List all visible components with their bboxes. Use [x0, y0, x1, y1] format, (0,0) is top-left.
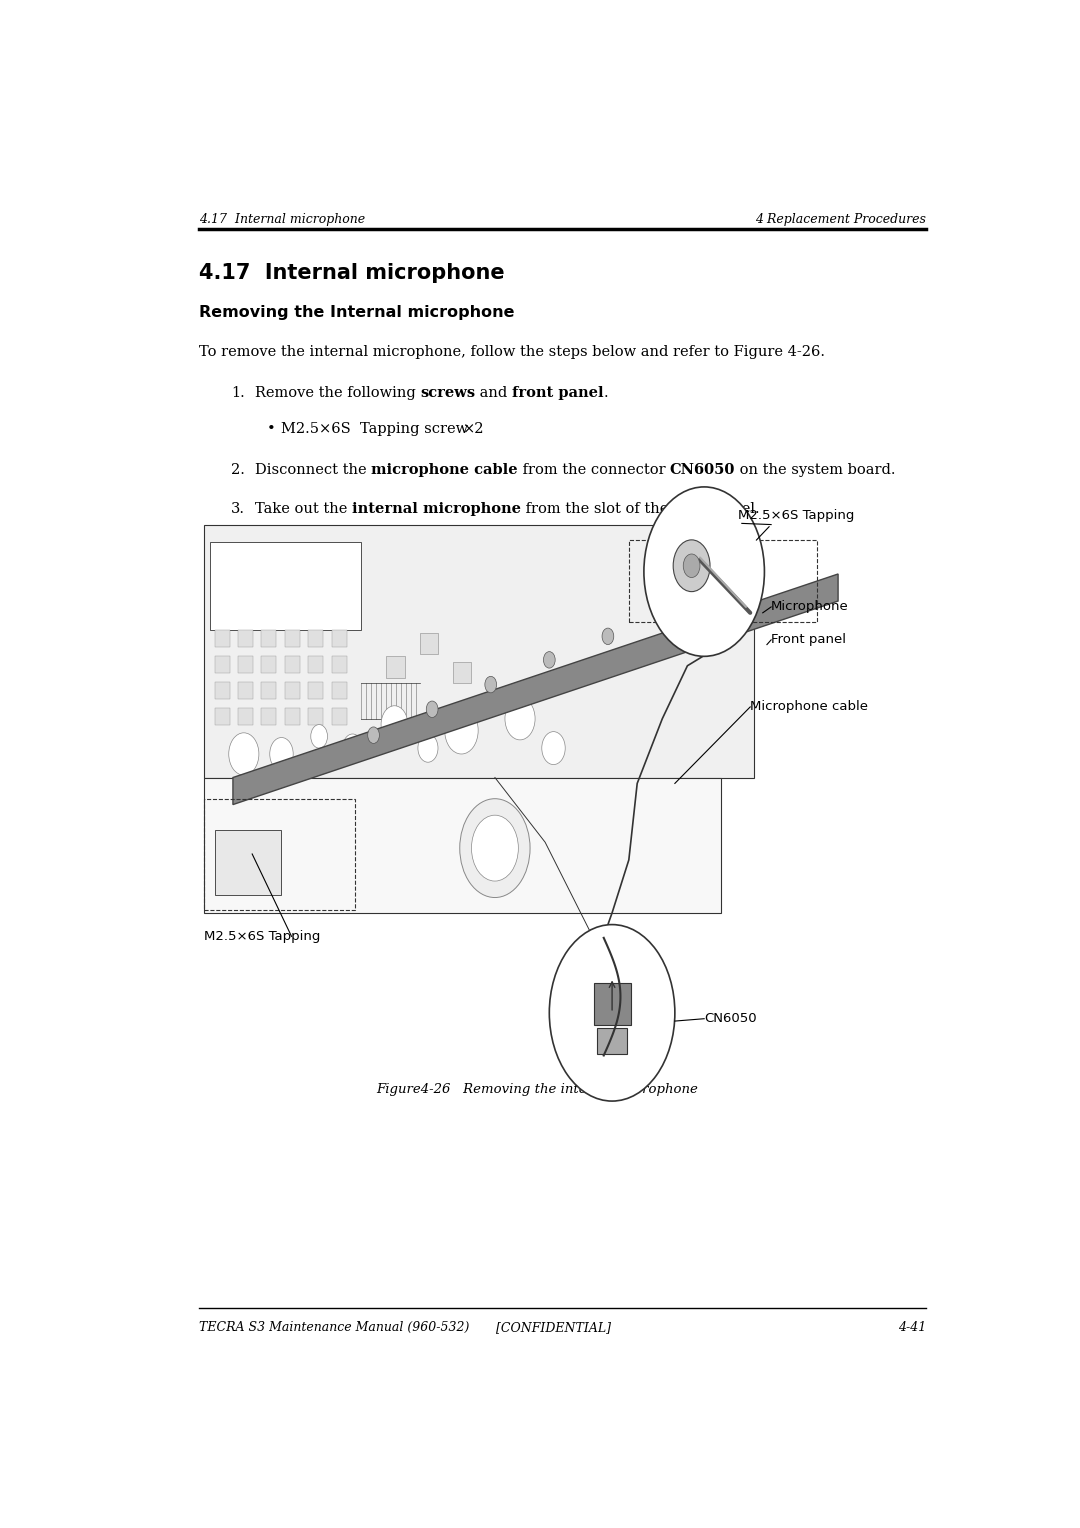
Text: 4-41: 4-41: [897, 1322, 926, 1334]
Text: 2.: 2.: [231, 463, 245, 477]
Bar: [215, 830, 282, 895]
Circle shape: [445, 707, 478, 753]
Text: TECRA S3 Maintenance Manual (960-532): TECRA S3 Maintenance Manual (960-532): [200, 1322, 470, 1334]
Text: Front panel: Front panel: [771, 634, 846, 646]
Circle shape: [542, 732, 565, 764]
Text: CN6050: CN6050: [704, 1012, 757, 1025]
Circle shape: [367, 727, 379, 744]
Text: 4 Replacement Procedures: 4 Replacement Procedures: [755, 212, 926, 226]
Text: CN6050: CN6050: [670, 463, 735, 477]
Bar: [261, 681, 276, 698]
Bar: [261, 631, 276, 646]
Text: front panel: front panel: [512, 385, 604, 400]
Bar: [332, 657, 347, 672]
Text: and: and: [475, 385, 512, 400]
Text: from the slot of the front panel.: from the slot of the front panel.: [521, 503, 759, 516]
Circle shape: [472, 814, 518, 882]
Text: screws: screws: [420, 385, 475, 400]
Text: Figure4-26   Removing the internal microphone: Figure4-26 Removing the internal microph…: [376, 1083, 698, 1097]
Text: from the connector: from the connector: [517, 463, 670, 477]
Bar: [420, 633, 438, 654]
Bar: [332, 631, 347, 646]
Circle shape: [550, 924, 675, 1102]
Text: 1.: 1.: [231, 385, 245, 400]
Text: M2.5×6S Tapping: M2.5×6S Tapping: [738, 509, 854, 523]
Bar: [238, 681, 253, 698]
Polygon shape: [204, 524, 754, 778]
Bar: [285, 631, 300, 646]
Circle shape: [342, 733, 363, 762]
Bar: [332, 681, 347, 698]
Circle shape: [460, 799, 530, 897]
Circle shape: [229, 733, 259, 775]
Text: To remove the internal microphone, follow the steps below and refer to Figure 4-: To remove the internal microphone, follo…: [200, 344, 825, 359]
Text: •: •: [267, 422, 275, 435]
Text: Removing the Internal microphone: Removing the Internal microphone: [200, 304, 515, 319]
Bar: [215, 707, 230, 724]
Circle shape: [311, 724, 327, 749]
Bar: [285, 657, 300, 672]
Text: on the system board.: on the system board.: [735, 463, 895, 477]
Bar: [285, 707, 300, 724]
Circle shape: [673, 539, 710, 591]
Bar: [454, 662, 472, 683]
Text: .: .: [604, 385, 608, 400]
Circle shape: [485, 677, 497, 692]
Text: 4.17  Internal microphone: 4.17 Internal microphone: [200, 263, 505, 283]
Polygon shape: [233, 575, 838, 805]
Bar: [308, 631, 323, 646]
Circle shape: [684, 555, 700, 578]
Bar: [238, 707, 253, 724]
Bar: [238, 657, 253, 672]
Text: Microphone cable: Microphone cable: [751, 700, 868, 714]
Text: Remove the following: Remove the following: [255, 385, 420, 400]
Bar: [332, 707, 347, 724]
Text: internal microphone: internal microphone: [352, 503, 521, 516]
Bar: [308, 657, 323, 672]
Circle shape: [418, 733, 438, 762]
Bar: [215, 631, 230, 646]
Circle shape: [543, 651, 555, 668]
Circle shape: [644, 487, 765, 657]
Circle shape: [602, 628, 613, 645]
Text: ×2: ×2: [463, 422, 485, 435]
Bar: [211, 542, 361, 631]
Bar: [387, 657, 405, 677]
Circle shape: [505, 697, 535, 740]
Text: M2.5×6S  Tapping screw: M2.5×6S Tapping screw: [282, 422, 469, 435]
Text: Take out the: Take out the: [255, 503, 352, 516]
Bar: [597, 1028, 627, 1054]
Text: 4.17  Internal microphone: 4.17 Internal microphone: [200, 212, 365, 226]
Bar: [308, 707, 323, 724]
Bar: [308, 681, 323, 698]
Circle shape: [427, 701, 438, 718]
Bar: [261, 707, 276, 724]
Bar: [238, 631, 253, 646]
Bar: [215, 657, 230, 672]
Bar: [204, 799, 355, 911]
Bar: [285, 681, 300, 698]
Circle shape: [381, 706, 408, 744]
Polygon shape: [204, 778, 721, 912]
Bar: [215, 681, 230, 698]
Bar: [261, 657, 276, 672]
Text: microphone cable: microphone cable: [370, 463, 517, 477]
Text: [CONFIDENTIAL]: [CONFIDENTIAL]: [496, 1322, 611, 1334]
Text: M2.5×6S Tapping: M2.5×6S Tapping: [204, 931, 320, 943]
Text: 3.: 3.: [231, 503, 245, 516]
Bar: [594, 984, 631, 1025]
Circle shape: [270, 738, 293, 770]
Bar: [629, 539, 818, 622]
Text: Disconnect the: Disconnect the: [255, 463, 370, 477]
Text: Microphone: Microphone: [771, 601, 849, 613]
